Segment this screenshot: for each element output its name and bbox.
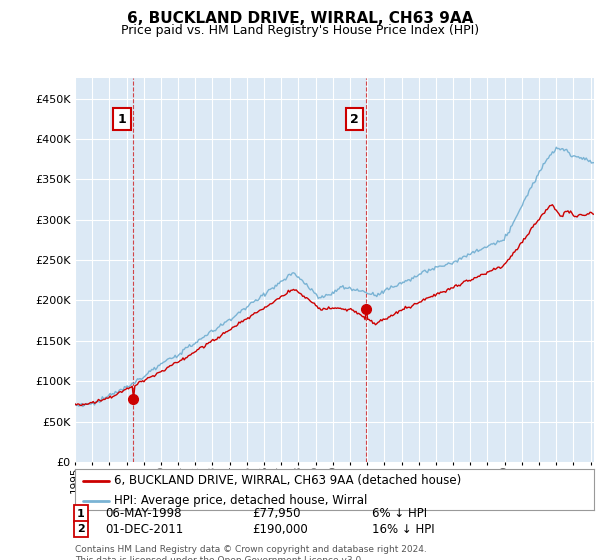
Text: Price paid vs. HM Land Registry's House Price Index (HPI): Price paid vs. HM Land Registry's House … <box>121 24 479 37</box>
Text: 2: 2 <box>350 113 359 126</box>
Text: 6% ↓ HPI: 6% ↓ HPI <box>372 507 427 520</box>
Text: 06-MAY-1998: 06-MAY-1998 <box>105 507 182 520</box>
Text: £77,950: £77,950 <box>252 507 301 520</box>
Text: 1: 1 <box>118 113 126 126</box>
Text: Contains HM Land Registry data © Crown copyright and database right 2024.
This d: Contains HM Land Registry data © Crown c… <box>75 545 427 560</box>
Text: 1: 1 <box>77 508 85 519</box>
Text: 16% ↓ HPI: 16% ↓ HPI <box>372 522 434 536</box>
Text: 01-DEC-2011: 01-DEC-2011 <box>105 522 183 536</box>
Text: £190,000: £190,000 <box>252 522 308 536</box>
Text: 6, BUCKLAND DRIVE, WIRRAL, CH63 9AA (detached house): 6, BUCKLAND DRIVE, WIRRAL, CH63 9AA (det… <box>114 474 461 487</box>
Text: 6, BUCKLAND DRIVE, WIRRAL, CH63 9AA: 6, BUCKLAND DRIVE, WIRRAL, CH63 9AA <box>127 11 473 26</box>
Text: 2: 2 <box>77 524 85 534</box>
Text: HPI: Average price, detached house, Wirral: HPI: Average price, detached house, Wirr… <box>114 494 367 507</box>
